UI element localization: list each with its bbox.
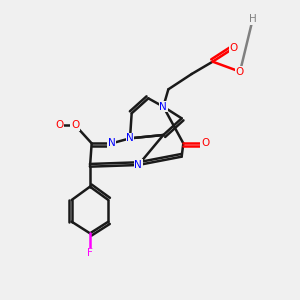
Text: N: N	[160, 102, 167, 112]
Text: F: F	[87, 248, 93, 258]
Text: H: H	[249, 14, 256, 24]
Text: O: O	[71, 120, 79, 130]
Text: O: O	[201, 138, 209, 148]
Text: N: N	[134, 160, 142, 170]
Text: O: O	[236, 67, 244, 77]
Text: O: O	[55, 120, 64, 130]
Text: N: N	[126, 133, 134, 143]
Text: O: O	[229, 43, 238, 53]
Text: N: N	[108, 138, 116, 148]
